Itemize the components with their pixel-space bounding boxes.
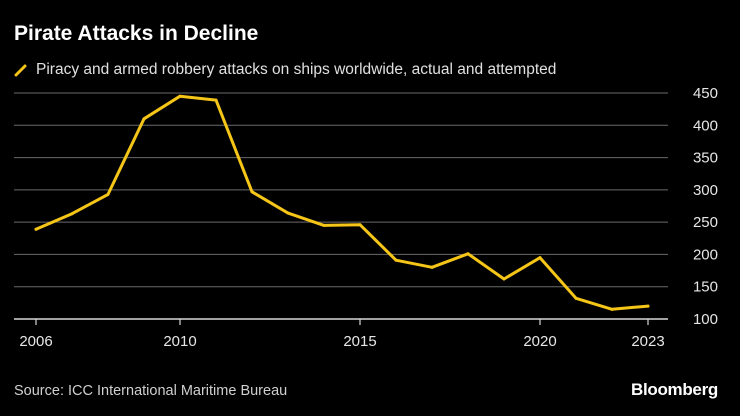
data-point xyxy=(106,192,110,196)
legend: Piracy and armed robbery attacks on ship… xyxy=(14,61,556,79)
data-point xyxy=(430,265,434,269)
data-point xyxy=(574,296,578,300)
x-axis: 2006 2010 2015 2020 2023 xyxy=(19,319,665,350)
x-tick-label: 2015 xyxy=(343,333,376,350)
data-point xyxy=(142,117,146,121)
x-tick-label: 2010 xyxy=(163,333,196,350)
x-tick-label: 2020 xyxy=(523,333,556,350)
y-tick-label: 100 xyxy=(693,311,718,328)
data-point xyxy=(214,98,218,102)
x-tick-label: 2006 xyxy=(19,333,52,350)
data-point xyxy=(502,277,506,281)
data-point xyxy=(250,190,254,194)
y-tick-label: 350 xyxy=(693,150,718,167)
data-point xyxy=(610,307,614,311)
y-axis-labels: 100 150 200 250 300 350 400 450 xyxy=(693,85,718,328)
chart-title: Pirate Attacks in Decline xyxy=(14,22,259,45)
y-tick-label: 250 xyxy=(693,214,718,231)
bloomberg-logo: Bloomberg xyxy=(630,380,718,399)
data-point xyxy=(466,252,470,256)
series-line xyxy=(34,94,650,311)
data-point xyxy=(322,223,326,227)
legend-line-icon xyxy=(14,64,27,76)
data-point xyxy=(70,212,74,216)
data-point xyxy=(358,223,362,227)
y-tick-label: 300 xyxy=(693,182,718,199)
data-point xyxy=(178,94,182,98)
data-point xyxy=(646,304,650,308)
source-note: Source: ICC International Maritime Burea… xyxy=(14,383,288,399)
gridlines xyxy=(14,92,668,320)
data-point xyxy=(34,227,38,231)
data-point xyxy=(394,258,398,262)
data-point xyxy=(538,256,542,260)
data-point xyxy=(286,211,290,215)
y-tick-label: 200 xyxy=(693,246,718,263)
y-tick-label: 400 xyxy=(693,117,718,134)
x-tick-label: 2023 xyxy=(631,333,664,350)
series-group xyxy=(34,94,650,311)
y-tick-label: 150 xyxy=(693,279,718,296)
y-tick-label: 450 xyxy=(693,85,718,102)
legend-label: Piracy and armed robbery attacks on ship… xyxy=(36,61,557,78)
